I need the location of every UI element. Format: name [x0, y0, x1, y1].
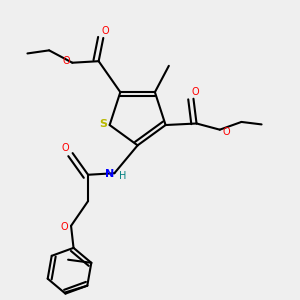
Text: O: O: [60, 222, 68, 233]
Text: O: O: [222, 127, 230, 137]
Text: N: N: [105, 169, 114, 179]
Text: O: O: [101, 26, 109, 36]
Text: H: H: [119, 171, 127, 181]
Text: S: S: [99, 119, 107, 129]
Text: O: O: [62, 143, 70, 154]
Text: O: O: [191, 87, 199, 97]
Text: O: O: [63, 56, 70, 66]
